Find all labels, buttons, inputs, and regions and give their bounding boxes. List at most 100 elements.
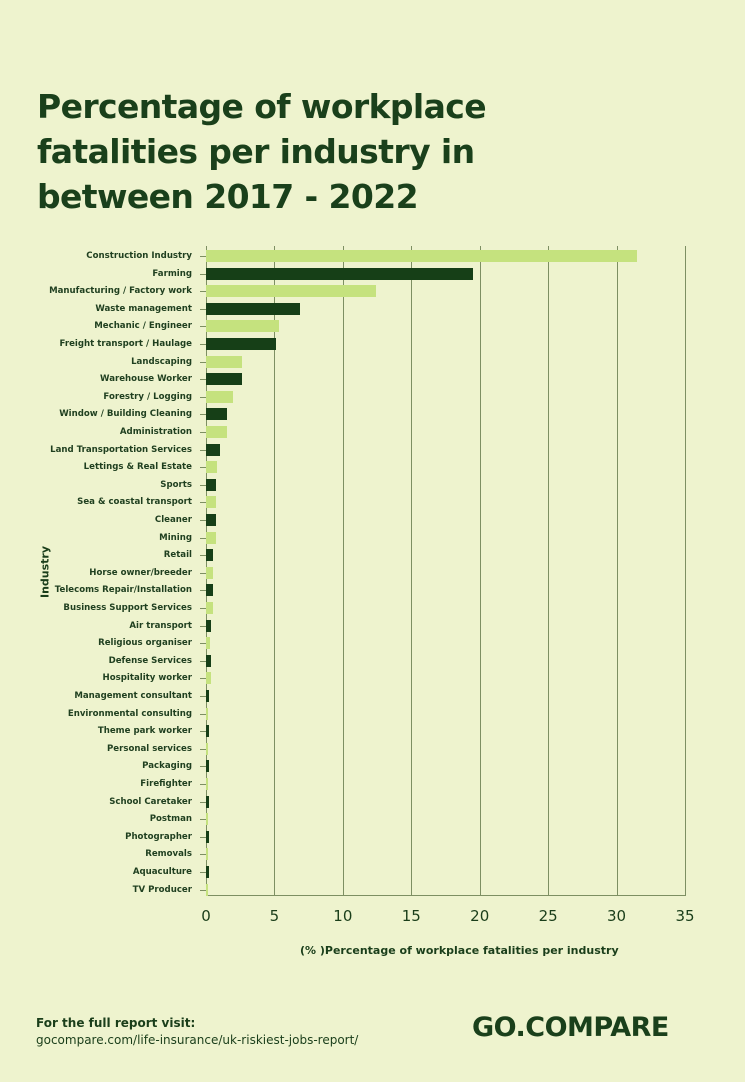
bar (206, 285, 376, 298)
bar-row: Religious organiser (0, 634, 685, 652)
category-label: Horse owner/breeder (89, 567, 192, 578)
bar (206, 549, 213, 562)
gridline (274, 246, 276, 896)
y-tick (200, 678, 206, 680)
bar-row: Land Transportation Services (0, 441, 685, 459)
category-label: Freight transport / Haulage (59, 338, 192, 349)
bar-row: Mechanic / Engineer (0, 318, 685, 336)
bar-row: Waste management (0, 300, 685, 318)
bar (206, 830, 209, 843)
bar-row: Farming (0, 265, 685, 283)
category-label: Window / Building Cleaning (59, 409, 192, 420)
category-label: Retail (163, 550, 192, 561)
category-label: Cleaner (154, 514, 192, 525)
bar-row: Postman (0, 810, 685, 828)
bar-row: Window / Building Cleaning (0, 406, 685, 424)
y-tick (200, 819, 206, 821)
footer-url[interactable]: gocompare.com/life-insurance/uk-riskiest… (36, 1033, 359, 1047)
y-tick (200, 343, 206, 345)
bar-row: Mining (0, 529, 685, 547)
bar (206, 249, 638, 262)
bar-row: Air transport (0, 617, 685, 635)
y-tick (200, 836, 206, 838)
y-tick (200, 854, 206, 856)
bar-row: Sea & coastal transport (0, 494, 685, 512)
footer-report-link: For the full report visit: gocompare.com… (36, 1015, 358, 1049)
x-tick-label: 30 (607, 907, 627, 925)
bar (206, 848, 208, 861)
gridline (479, 246, 481, 896)
x-axis-label: (% )Percentage of workplace fatalities p… (300, 944, 619, 957)
bar (206, 865, 209, 878)
category-label: Lettings & Real Estate (83, 462, 192, 473)
y-tick (200, 625, 206, 627)
x-tick-label: 0 (201, 907, 211, 925)
bar (206, 267, 473, 280)
y-tick (200, 291, 206, 293)
bar-row: Personal services (0, 740, 685, 758)
y-tick (200, 255, 206, 257)
category-label: Business Support Services (63, 602, 192, 613)
y-tick (200, 590, 206, 592)
y-tick (200, 396, 206, 398)
bar (206, 795, 209, 808)
y-tick (200, 572, 206, 574)
bar (206, 425, 227, 438)
bar (206, 320, 279, 333)
x-axis-line (206, 895, 685, 896)
y-tick (200, 431, 206, 433)
x-tick-label: 25 (538, 907, 558, 925)
y-tick (200, 748, 206, 750)
bar (206, 725, 209, 738)
bar-row: Horse owner/breeder (0, 564, 685, 582)
category-label: Firefighter (140, 778, 192, 789)
x-tick-label: 5 (269, 907, 280, 925)
category-label: Aquaculture (132, 866, 192, 877)
plot-area: Construction Industry Farming Manufacturin… (49, 246, 686, 896)
bar (206, 478, 216, 491)
bar-row: Lettings & Real Estate (0, 458, 685, 476)
bar (206, 601, 213, 614)
y-tick (200, 555, 206, 557)
bar-row: Defense Services (0, 652, 685, 670)
category-label: Sports (160, 479, 192, 490)
bar (206, 373, 242, 386)
category-label: Warehouse Worker (100, 374, 192, 385)
bar (206, 619, 212, 632)
bar (206, 461, 217, 474)
gridline (342, 246, 344, 896)
category-label: Personal services (106, 743, 192, 754)
bar (206, 742, 208, 755)
bar-row: Hospitality worker (0, 670, 685, 688)
bar-row: Aquaculture (0, 863, 685, 881)
bar (206, 355, 242, 368)
bar-row: Firefighter (0, 775, 685, 793)
bar-row: Packaging (0, 758, 685, 776)
category-label: Farming (152, 268, 192, 279)
bar-row: Theme park worker (0, 722, 685, 740)
category-label: Environmental consulting (67, 708, 192, 719)
y-tick (200, 449, 206, 451)
gridline (616, 246, 618, 896)
y-tick (200, 871, 206, 873)
footer-intro: For the full report visit: (36, 1016, 196, 1030)
category-label: Hospitality worker (102, 673, 192, 684)
bar-row: Landscaping (0, 353, 685, 371)
x-tick-label: 20 (470, 907, 490, 925)
category-label: Sea & coastal transport (77, 497, 192, 508)
bar-row: Sports (0, 476, 685, 494)
bar (206, 584, 213, 597)
category-label: Administration (119, 426, 192, 437)
bar (206, 302, 301, 315)
bar-row: Environmental consulting (0, 705, 685, 723)
category-label: Mechanic / Engineer (94, 321, 192, 332)
bar (206, 337, 276, 350)
y-tick (200, 643, 206, 645)
category-label: Land Transportation Services (50, 444, 192, 455)
bar (206, 531, 216, 544)
x-tick-label: 10 (333, 907, 353, 925)
bar-row: Manufacturing / Factory work (0, 282, 685, 300)
bar (206, 443, 220, 456)
bar-row: Removals (0, 846, 685, 864)
bar (206, 496, 216, 509)
